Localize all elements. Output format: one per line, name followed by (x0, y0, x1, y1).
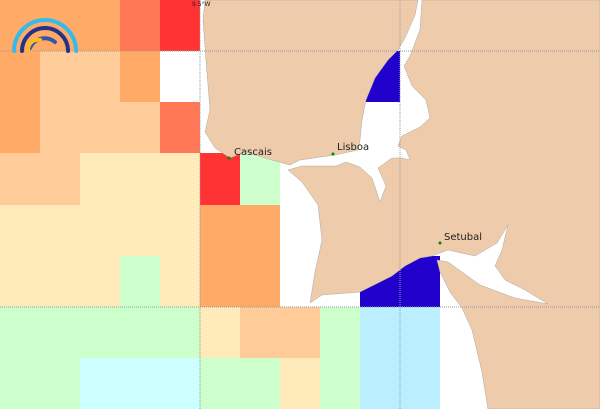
data-cell (80, 256, 120, 307)
data-cell (160, 153, 200, 205)
data-cell (280, 358, 320, 409)
data-cell (120, 153, 160, 205)
city-label: Setubal (444, 232, 482, 243)
city-marker (227, 156, 231, 160)
data-cell (80, 0, 120, 51)
data-cell (360, 307, 400, 358)
city-label: Lisboa (337, 142, 369, 153)
data-cell (160, 307, 200, 358)
data-cell (80, 307, 120, 358)
data-cell (80, 153, 120, 205)
rainbow-arcs-logo-icon (12, 18, 78, 53)
data-cell (40, 153, 80, 205)
data-cell (360, 358, 400, 409)
data-cell (40, 102, 80, 153)
data-cells (0, 0, 440, 409)
data-cell (0, 358, 40, 409)
data-cell (80, 51, 120, 102)
data-cell (160, 358, 200, 409)
data-cell (120, 205, 160, 256)
city-setubal[interactable]: Setubal (438, 232, 483, 245)
data-cell (80, 358, 120, 409)
data-cell (0, 307, 40, 358)
data-cell (40, 307, 80, 358)
data-cell (200, 358, 240, 409)
data-cell (320, 307, 360, 358)
data-cell (120, 102, 160, 153)
data-cell (0, 102, 40, 153)
data-cell (240, 358, 280, 409)
data-cell (120, 51, 160, 102)
data-cell (400, 358, 440, 409)
data-cell (0, 51, 40, 102)
longitude-label: 9.5°W (192, 1, 211, 8)
data-cell (240, 307, 280, 358)
data-cell (40, 205, 80, 256)
data-cell (160, 0, 200, 51)
data-cell (120, 0, 160, 51)
data-cell (240, 256, 280, 307)
city-label: Cascais (234, 147, 272, 158)
data-cell (80, 205, 120, 256)
data-cell (400, 307, 440, 358)
data-cell (120, 307, 160, 358)
data-cell (320, 358, 360, 409)
data-cell (0, 205, 40, 256)
data-cell (40, 256, 80, 307)
data-cell (160, 205, 200, 256)
data-cell (0, 153, 40, 205)
data-cell (200, 153, 240, 205)
data-cell (160, 102, 200, 153)
city-cascais[interactable]: Cascais (227, 147, 272, 160)
city-marker (331, 152, 335, 156)
data-cell (40, 358, 80, 409)
city-lisboa[interactable]: Lisboa (331, 142, 370, 156)
data-cell (240, 153, 280, 205)
data-cell (200, 307, 240, 358)
data-cell (200, 256, 240, 307)
data-cell (200, 205, 240, 256)
data-cell (280, 307, 320, 358)
data-cell (160, 256, 200, 307)
data-cell (80, 102, 120, 153)
data-cell (120, 256, 160, 307)
city-marker (438, 241, 442, 245)
data-cell (120, 358, 160, 409)
data-cell (240, 205, 280, 256)
data-cell (0, 256, 40, 307)
data-cell (40, 51, 80, 102)
